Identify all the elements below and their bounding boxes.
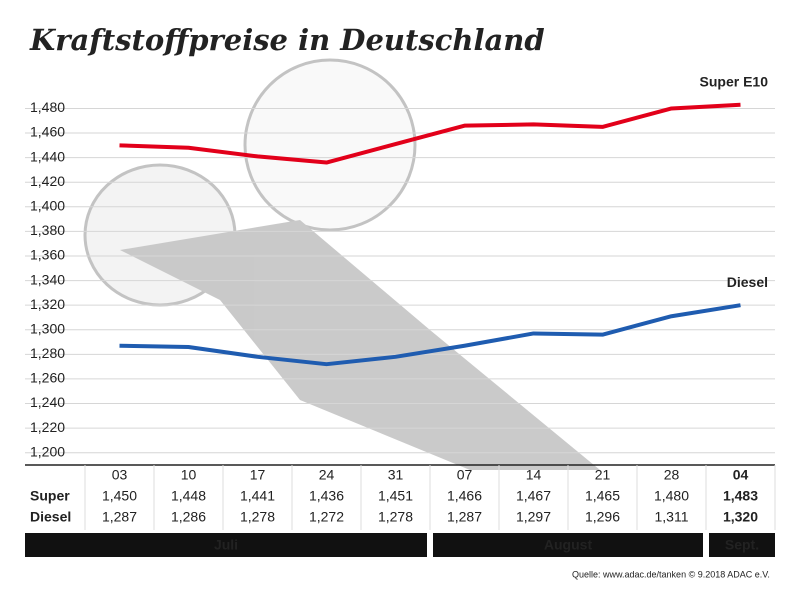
y-tick-label: 1,420 [30, 173, 65, 189]
month-bar [433, 533, 703, 557]
y-tick-label: 1,360 [30, 247, 65, 263]
value-label: 1,287 [447, 509, 482, 525]
series-line [119, 303, 741, 367]
x-tick-label: 14 [526, 467, 542, 483]
series-name: Super E10 [700, 73, 769, 89]
value-label: 1,451 [378, 488, 413, 504]
month-bar [25, 533, 427, 557]
value-label: 1,448 [171, 488, 206, 504]
value-label: 1,467 [516, 488, 551, 504]
y-tick-label: 1,320 [30, 296, 65, 312]
x-tick-label: 10 [181, 467, 197, 483]
value-label: 1,480 [654, 488, 689, 504]
value-label: 1,297 [516, 509, 551, 525]
x-tick-label: 17 [250, 467, 266, 483]
value-label: 1,441 [240, 488, 275, 504]
value-label: 1,296 [585, 509, 620, 525]
y-tick-label: 1,300 [30, 320, 65, 336]
month-label: Juli [214, 537, 238, 553]
value-label: 1,278 [378, 509, 413, 525]
y-tick-label: 1,460 [30, 124, 65, 140]
y-tick-label: 1,340 [30, 271, 65, 287]
x-tick-label: 21 [595, 467, 611, 483]
x-tick-label: 31 [388, 467, 404, 483]
x-tick-label: 04 [733, 467, 749, 483]
source: Quelle: www.adac.de/tanken © 9.2018 ADAC… [572, 569, 770, 579]
y-tick-label: 1,200 [30, 443, 65, 459]
value-label: 1,450 [102, 488, 137, 504]
value-label: 1,465 [585, 488, 620, 504]
chart-title: Kraftstoffpreise in Deutschland [29, 23, 545, 57]
month-bar [709, 533, 775, 557]
pump-illustration [83, 58, 600, 470]
value-label: 1,320 [723, 509, 758, 525]
y-tick-label: 1,260 [30, 370, 65, 386]
y-tick-label: 1,480 [30, 99, 65, 115]
series-line [119, 102, 741, 165]
y-tick-label: 1,240 [30, 394, 65, 410]
x-tick-label: 03 [112, 467, 128, 483]
y-tick-label: 1,380 [30, 222, 65, 238]
value-label: 1,436 [309, 488, 344, 504]
row-label: Diesel [30, 509, 71, 525]
x-tick-label: 28 [664, 467, 680, 483]
month-label: Sept. [725, 537, 759, 553]
value-label: 1,287 [102, 509, 137, 525]
x-tick-label: 24 [319, 467, 335, 483]
y-tick-label: 1,400 [30, 198, 65, 214]
value-label: 1,483 [723, 488, 758, 504]
month-label: August [544, 537, 593, 553]
x-tick-label: 07 [457, 467, 473, 483]
value-label: 1,278 [240, 509, 275, 525]
y-tick-label: 1,280 [30, 345, 65, 361]
value-label: 1,286 [171, 509, 206, 525]
value-label: 1,311 [655, 509, 689, 525]
y-tick-label: 1,440 [30, 148, 65, 164]
series-name: Diesel [727, 274, 768, 290]
row-label: Super [30, 488, 70, 504]
value-label: 1,272 [309, 509, 344, 525]
y-tick-label: 1,220 [30, 419, 65, 435]
value-label: 1,466 [447, 488, 482, 504]
